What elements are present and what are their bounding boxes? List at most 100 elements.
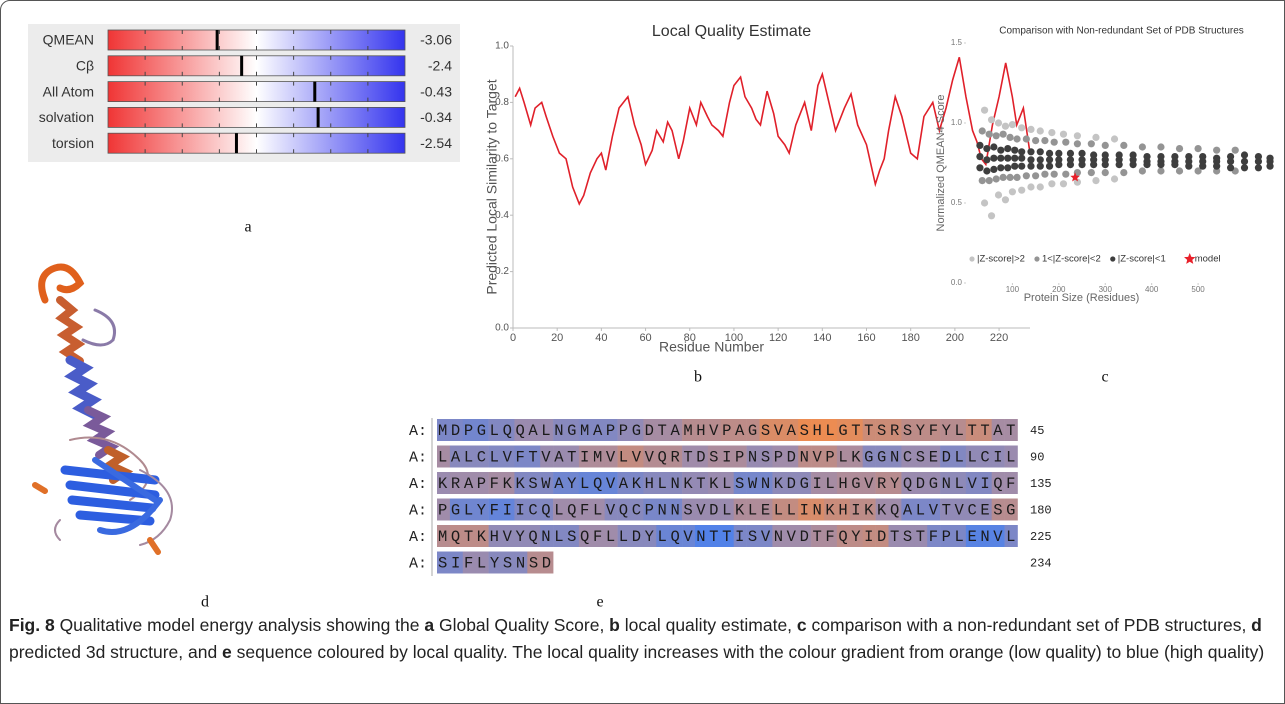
caption-bold: d (1251, 615, 1262, 635)
residues: SIFLYSNSD (438, 555, 551, 573)
structure-point (1018, 148, 1025, 155)
structure-point (986, 131, 993, 138)
structure-point (990, 166, 997, 173)
panel-label: a (244, 219, 251, 236)
structure-point (1011, 163, 1018, 170)
structure-point (1074, 132, 1081, 139)
x-tick-label: 40 (595, 332, 607, 344)
y-tick-label: 1.0 (951, 118, 963, 127)
structure-point (1120, 142, 1127, 149)
structure-point (1078, 161, 1085, 168)
residues: MDPGLQQALNGMAPPGDTAMHVPAGSVASHLGTTSRSYFY… (438, 422, 1015, 440)
structure-point (997, 147, 1004, 154)
legend-label: |Z-score|>2 (977, 254, 1025, 265)
x-tick-label: 160 (857, 332, 875, 344)
structure-point (1130, 161, 1137, 168)
structure-point (981, 107, 988, 114)
protein-structure (35, 267, 172, 552)
structure-point (1027, 183, 1034, 190)
structure-point (1046, 150, 1053, 157)
legend-label: model (1195, 254, 1221, 265)
caption-bold: a (424, 615, 434, 635)
figure: QMEAN-3.06Cβ-2.4All Atom-0.43solvation-0… (0, 0, 1285, 610)
structure-point (1055, 161, 1062, 168)
value-label: -0.43 (420, 83, 452, 99)
structure-point (1048, 129, 1055, 136)
structure-point (988, 212, 995, 219)
residue-count: 45 (1030, 424, 1044, 438)
structure-point (1032, 172, 1039, 179)
y-axis-label: Predicted Local Similarity to Target (484, 79, 500, 294)
structure-point (1074, 140, 1081, 147)
x-tick-label: 180 (902, 332, 920, 344)
legend-marker (1184, 253, 1195, 264)
structure-point (1046, 163, 1053, 170)
category-label: Cβ (76, 58, 94, 74)
category-label: solvation (39, 109, 94, 125)
structure-point (1037, 183, 1044, 190)
structure-point (1255, 158, 1262, 165)
structure-point (1213, 147, 1220, 154)
structure-point (1111, 135, 1118, 142)
structure-point (1032, 137, 1039, 144)
chain-label: A: (409, 555, 427, 572)
x-tick-label: 0 (510, 332, 516, 344)
legend-label: |Z-score|<1 (1118, 254, 1166, 265)
y-tick-label: 0.0 (951, 278, 963, 287)
structure-point (981, 199, 988, 206)
structure-point (1037, 156, 1044, 163)
structure-point (1018, 163, 1025, 170)
structure-point (976, 164, 983, 171)
structure-point (1088, 140, 1095, 147)
structure-point (1009, 121, 1016, 128)
structure-point (1023, 172, 1030, 179)
structure-point (1241, 158, 1248, 165)
structure-point (1055, 150, 1062, 157)
structure-point (1004, 164, 1011, 171)
caption-text: predicted 3d structure, and (9, 642, 222, 662)
structure-point (1139, 143, 1146, 150)
residue-count: 225 (1030, 530, 1052, 544)
structure-point (1157, 143, 1164, 150)
structure-point (1078, 150, 1085, 157)
structure-point (1018, 124, 1025, 131)
structure-point (1176, 145, 1183, 152)
structure-point (983, 156, 990, 163)
chart-title: Local Quality Estimate (652, 23, 811, 40)
structure-point (1157, 161, 1164, 168)
residues: PGLYFIICQLQFLVQCPNNSVDLKLELLINKHIKKQALVT… (438, 502, 1015, 520)
structure-point (1213, 163, 1220, 170)
y-axis-label: Normalized QMEAN4 Score (935, 95, 947, 232)
residue-count: 234 (1030, 557, 1052, 571)
y-tick-label: 0.0 (495, 323, 509, 334)
structure-point (1092, 177, 1099, 184)
structure-point (1051, 171, 1058, 178)
structure-point (1027, 148, 1034, 155)
panel-label: c (1101, 369, 1108, 386)
structure-point (976, 142, 983, 149)
caption: Fig. 8 Qualitative model energy analysis… (9, 612, 1277, 666)
structure-point (1232, 147, 1239, 154)
structure-point (1067, 161, 1074, 168)
structure-point (1018, 187, 1025, 194)
x-tick-label: 220 (990, 332, 1008, 344)
x-tick-label: 500 (1191, 285, 1205, 294)
structure-point (1027, 163, 1034, 170)
structure-point (1241, 164, 1248, 171)
structure-point (1116, 161, 1123, 168)
structure-point (1023, 135, 1030, 142)
caption-text: comparison with a non-redundant set of P… (807, 615, 1252, 635)
structure-point (1060, 180, 1067, 187)
structure-point (1004, 155, 1011, 162)
category-label: torsion (52, 135, 94, 151)
structure-point (1102, 169, 1109, 176)
chain-label: A: (409, 423, 427, 440)
structure-point (1013, 174, 1020, 181)
structure-point (1013, 135, 1020, 142)
structure-point (1227, 164, 1234, 171)
structure-point (1046, 156, 1053, 163)
caption-text: local quality estimate, (620, 615, 797, 635)
structure-point (1255, 164, 1262, 171)
structure-point (979, 127, 986, 134)
structure-point (1194, 145, 1201, 152)
